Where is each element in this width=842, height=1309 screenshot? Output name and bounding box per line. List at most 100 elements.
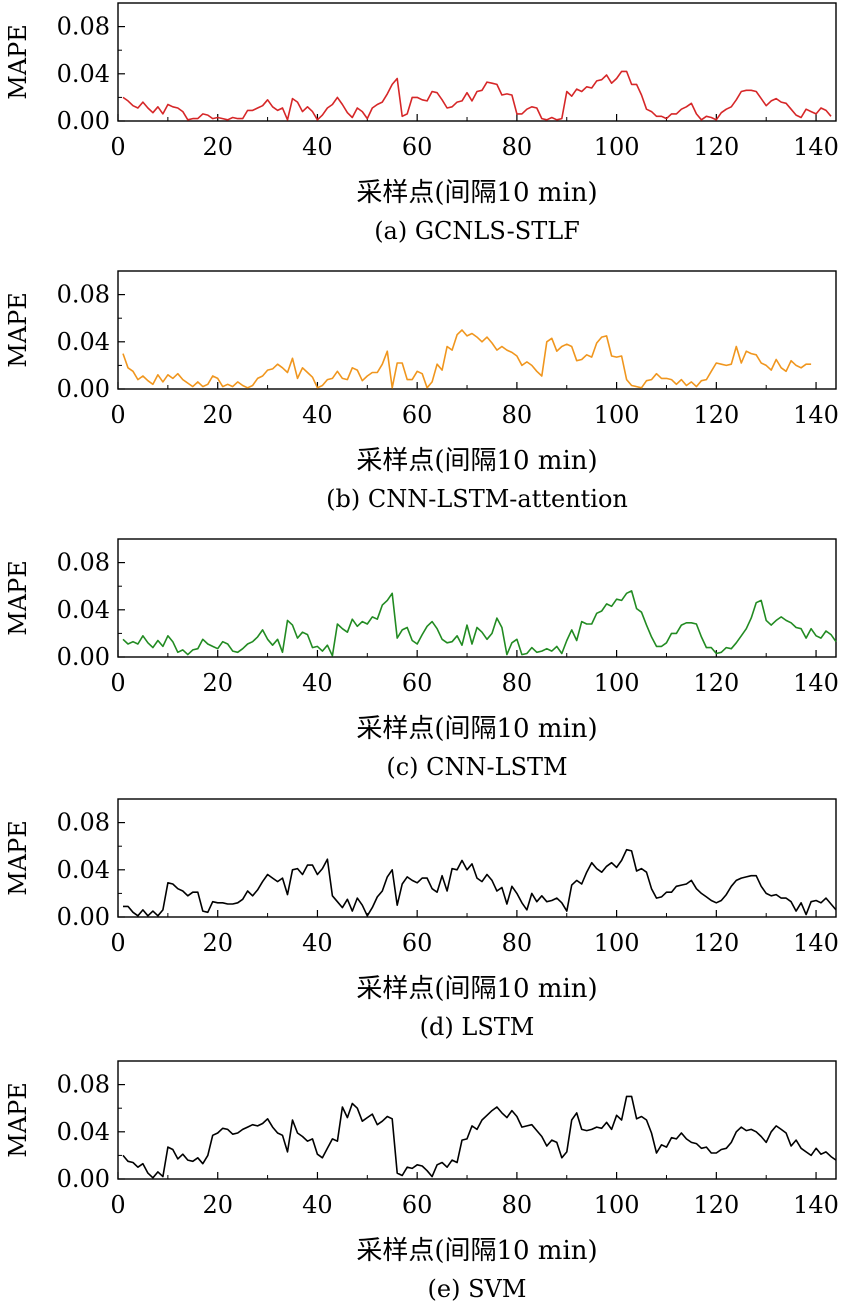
data-point bbox=[207, 911, 209, 913]
data-point bbox=[720, 900, 722, 902]
data-point bbox=[232, 1133, 234, 1135]
data-point bbox=[356, 1107, 358, 1109]
data-point bbox=[122, 96, 124, 98]
data-point bbox=[316, 387, 318, 389]
data-point bbox=[631, 1095, 633, 1097]
data-point bbox=[591, 623, 593, 625]
data-point bbox=[601, 79, 603, 81]
data-point bbox=[526, 361, 528, 363]
data-point bbox=[147, 107, 149, 109]
data-point bbox=[760, 362, 762, 364]
data-point bbox=[381, 363, 383, 365]
data-point bbox=[596, 80, 598, 82]
data-point bbox=[755, 602, 757, 604]
data-point bbox=[820, 902, 822, 904]
data-point bbox=[247, 643, 249, 645]
data-point bbox=[336, 96, 338, 98]
data-point bbox=[426, 625, 428, 627]
data-point bbox=[705, 1146, 707, 1148]
data-point bbox=[591, 1128, 593, 1130]
data-point bbox=[501, 94, 503, 96]
data-point bbox=[142, 635, 144, 637]
data-point bbox=[491, 1110, 493, 1112]
data-point bbox=[192, 891, 194, 893]
data-point bbox=[715, 362, 717, 364]
data-point bbox=[292, 98, 294, 100]
data-point bbox=[182, 379, 184, 381]
data-point bbox=[222, 902, 224, 904]
data-point bbox=[695, 386, 697, 388]
data-point bbox=[321, 650, 323, 652]
data-point bbox=[636, 386, 638, 388]
data-point bbox=[506, 654, 508, 656]
data-point bbox=[471, 333, 473, 335]
data-point bbox=[237, 902, 239, 904]
data-point bbox=[341, 1106, 343, 1108]
data-point bbox=[451, 349, 453, 351]
data-point bbox=[616, 78, 618, 80]
data-point bbox=[257, 377, 259, 379]
data-point bbox=[307, 106, 309, 108]
data-point bbox=[531, 364, 533, 366]
data-point bbox=[152, 910, 154, 912]
data-point bbox=[785, 1132, 787, 1134]
data-point bbox=[406, 627, 408, 629]
data-point bbox=[461, 859, 463, 861]
data-point bbox=[671, 891, 673, 893]
data-point bbox=[277, 638, 279, 640]
data-point bbox=[740, 877, 742, 879]
data-point bbox=[606, 335, 608, 337]
y-tick-label: 0.08 bbox=[57, 809, 110, 837]
data-point bbox=[411, 1167, 413, 1169]
data-point bbox=[481, 631, 483, 633]
data-point bbox=[222, 641, 224, 643]
data-point bbox=[671, 632, 673, 634]
data-point bbox=[720, 651, 722, 653]
chart-panel-2: 0 20 40 60 80 100 120 140 0.00 0.04 0.08 MAPE 采样点(间隔… bbox=[4, 538, 839, 781]
data-point bbox=[720, 1149, 722, 1151]
data-point bbox=[735, 99, 737, 101]
data-point bbox=[406, 379, 408, 381]
x-tick-label: 120 bbox=[693, 401, 739, 429]
data-point bbox=[646, 108, 648, 110]
data-point bbox=[556, 1141, 558, 1143]
data-point bbox=[695, 113, 697, 115]
data-point bbox=[292, 624, 294, 626]
data-point bbox=[830, 903, 832, 905]
data-point bbox=[636, 870, 638, 872]
data-point bbox=[267, 874, 269, 876]
x-tick-label: 60 bbox=[402, 929, 433, 957]
data-point bbox=[651, 1132, 653, 1134]
data-point bbox=[232, 386, 234, 388]
data-point bbox=[461, 644, 463, 646]
data-point bbox=[526, 108, 528, 110]
data-point bbox=[277, 881, 279, 883]
x-tick-label: 20 bbox=[202, 401, 233, 429]
data-point bbox=[656, 645, 658, 647]
data-point bbox=[641, 868, 643, 870]
data-point bbox=[356, 107, 358, 109]
data-point bbox=[551, 117, 553, 119]
y-tick-label: 0.00 bbox=[57, 643, 110, 671]
data-point bbox=[695, 623, 697, 625]
data-point bbox=[436, 363, 438, 365]
data-point bbox=[371, 907, 373, 909]
data-point bbox=[147, 915, 149, 917]
data-point bbox=[541, 375, 543, 377]
data-point bbox=[416, 643, 418, 645]
data-point bbox=[307, 864, 309, 866]
data-point bbox=[217, 1132, 219, 1134]
data-point bbox=[795, 1139, 797, 1141]
data-point bbox=[451, 641, 453, 643]
data-point bbox=[172, 106, 174, 108]
data-point bbox=[760, 885, 762, 887]
data-point bbox=[576, 640, 578, 642]
data-point bbox=[745, 350, 747, 352]
data-point bbox=[426, 100, 428, 102]
data-point bbox=[356, 369, 358, 371]
panel-caption: (a) GCNLS-STLF bbox=[374, 217, 580, 245]
data-point bbox=[641, 94, 643, 96]
x-tick-label: 60 bbox=[402, 1191, 433, 1219]
data-point bbox=[690, 381, 692, 383]
data-point bbox=[326, 1147, 328, 1149]
